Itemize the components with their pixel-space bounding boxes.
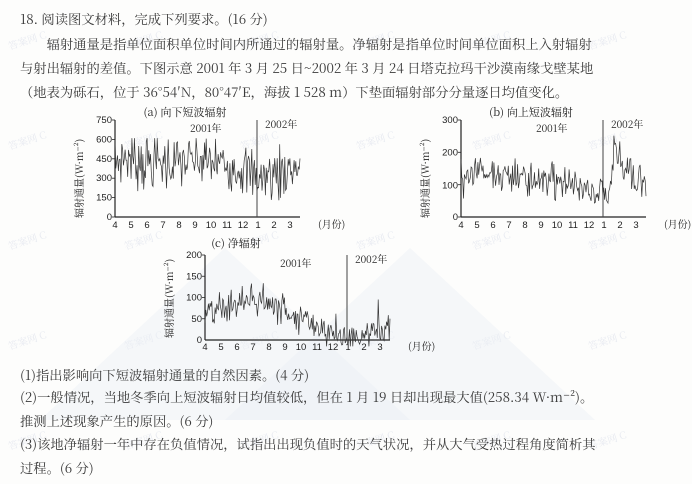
svg-text:(a) 向下短波辐射: (a) 向下短波辐射 bbox=[144, 104, 227, 120]
svg-text:(月份): (月份) bbox=[664, 216, 691, 231]
svg-text:7: 7 bbox=[250, 342, 255, 353]
svg-text:5: 5 bbox=[218, 342, 223, 353]
svg-text:5: 5 bbox=[128, 220, 133, 231]
svg-text:3: 3 bbox=[633, 220, 638, 231]
svg-text:2001年: 2001年 bbox=[280, 255, 311, 270]
svg-text:600: 600 bbox=[96, 134, 112, 145]
svg-text:300: 300 bbox=[442, 115, 458, 126]
svg-text:8: 8 bbox=[266, 342, 271, 353]
svg-text:9: 9 bbox=[538, 220, 543, 231]
svg-text:2: 2 bbox=[271, 220, 276, 231]
svg-text:11: 11 bbox=[312, 342, 322, 353]
svg-text:0: 0 bbox=[197, 335, 202, 346]
svg-text:6: 6 bbox=[144, 220, 149, 231]
svg-text:11: 11 bbox=[568, 220, 578, 231]
svg-text:2001年: 2001年 bbox=[190, 120, 221, 135]
svg-text:辐射通量(W·m⁻²): 辐射通量(W·m⁻²) bbox=[71, 139, 86, 218]
svg-text:8: 8 bbox=[522, 220, 527, 231]
svg-text:12: 12 bbox=[584, 220, 595, 231]
svg-text:4: 4 bbox=[202, 342, 207, 353]
svg-text:12: 12 bbox=[238, 220, 249, 231]
svg-text:9: 9 bbox=[282, 342, 287, 353]
svg-text:2001年: 2001年 bbox=[536, 120, 567, 135]
svg-text:7: 7 bbox=[160, 220, 165, 231]
svg-text:9: 9 bbox=[192, 220, 197, 231]
svg-text:11: 11 bbox=[222, 220, 232, 231]
svg-text:8: 8 bbox=[176, 220, 181, 231]
svg-text:2: 2 bbox=[361, 342, 366, 353]
svg-text:2002年: 2002年 bbox=[611, 116, 643, 131]
svg-text:3: 3 bbox=[377, 342, 382, 353]
svg-text:2002年: 2002年 bbox=[355, 251, 387, 266]
svg-text:5: 5 bbox=[474, 220, 479, 231]
svg-text:2002年: 2002年 bbox=[265, 116, 297, 131]
svg-text:450: 450 bbox=[96, 154, 112, 165]
svg-text:10: 10 bbox=[296, 342, 307, 353]
svg-text:10: 10 bbox=[552, 220, 563, 231]
svg-text:12: 12 bbox=[328, 342, 339, 353]
svg-text:50: 50 bbox=[191, 314, 202, 325]
svg-text:150: 150 bbox=[96, 193, 112, 204]
svg-text:4: 4 bbox=[112, 220, 117, 231]
svg-text:(月份): (月份) bbox=[408, 338, 435, 353]
svg-text:750: 750 bbox=[96, 115, 112, 126]
svg-text:100: 100 bbox=[186, 293, 202, 304]
svg-text:300: 300 bbox=[96, 173, 112, 184]
svg-text:4: 4 bbox=[458, 220, 463, 231]
svg-text:辐射通量(W·m⁻²): 辐射通量(W·m⁻²) bbox=[161, 259, 176, 338]
svg-text:3: 3 bbox=[287, 220, 292, 231]
svg-text:1: 1 bbox=[255, 220, 260, 231]
svg-text:1: 1 bbox=[601, 220, 606, 231]
svg-text:辐射通量(W·m⁻²): 辐射通量(W·m⁻²) bbox=[417, 139, 432, 218]
svg-text:(c) 净辐射: (c) 净辐射 bbox=[211, 235, 260, 251]
svg-text:100: 100 bbox=[442, 180, 458, 191]
svg-text:(b) 向上短波辐射: (b) 向上短波辐射 bbox=[489, 104, 573, 120]
svg-text:10: 10 bbox=[206, 220, 217, 231]
svg-text:0: 0 bbox=[107, 212, 112, 223]
svg-text:0: 0 bbox=[453, 212, 458, 223]
svg-text:200: 200 bbox=[442, 148, 458, 159]
svg-text:6: 6 bbox=[490, 220, 495, 231]
svg-text:6: 6 bbox=[234, 342, 239, 353]
svg-text:2: 2 bbox=[617, 220, 622, 231]
svg-text:7: 7 bbox=[506, 220, 511, 231]
svg-text:150: 150 bbox=[186, 271, 202, 282]
svg-text:200: 200 bbox=[186, 250, 202, 261]
svg-text:(月份): (月份) bbox=[318, 216, 345, 231]
